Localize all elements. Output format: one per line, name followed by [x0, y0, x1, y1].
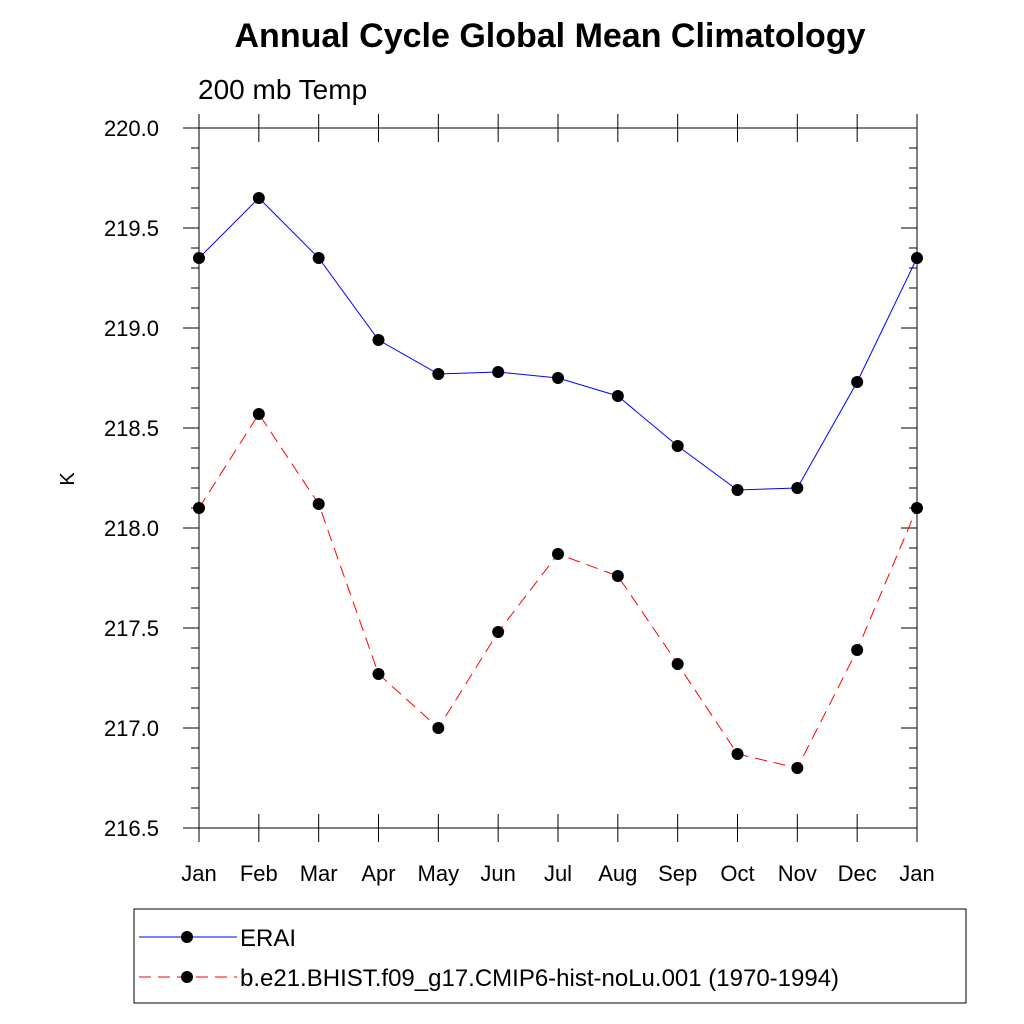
- data-point: [671, 440, 684, 452]
- data-point: [731, 748, 744, 760]
- legend: ERAI b.e21.BHIST.f09_g17.CMIP6-hist-noLu.…: [139, 925, 839, 992]
- y-tick-label: 218.0: [104, 516, 159, 541]
- x-tick-label: Nov: [778, 861, 817, 886]
- data-point: [611, 570, 624, 582]
- x-tick-label: Jan: [899, 861, 934, 886]
- x-tick-label: Sep: [658, 861, 697, 886]
- legend-box: [133, 908, 967, 1004]
- legend-label-1: ERAI: [240, 925, 296, 952]
- y-axis-label: K: [57, 472, 79, 486]
- x-tick-label: Aug: [598, 861, 637, 886]
- data-point: [252, 192, 265, 204]
- data-point: [492, 366, 505, 378]
- data-point: [432, 368, 445, 380]
- y-tick-label: 219.0: [104, 316, 159, 341]
- data-point: [432, 722, 445, 734]
- data-point: [851, 644, 864, 656]
- data-point: [312, 498, 325, 510]
- x-tick-label: Dec: [838, 861, 877, 886]
- y-tick-label: 218.5: [104, 416, 159, 441]
- chart-title: Annual Cycle Global Mean Climatology: [235, 17, 866, 55]
- legend-marker-1: [181, 931, 193, 943]
- x-tick-label: Apr: [361, 861, 395, 886]
- data-point: [552, 548, 564, 560]
- data-point: [671, 658, 684, 670]
- data-point: [911, 502, 923, 514]
- data-point: [911, 252, 923, 264]
- data-point: [791, 482, 804, 494]
- data-point: [851, 376, 864, 388]
- data-point: [731, 484, 744, 496]
- data-point: [193, 502, 205, 514]
- y-tick-label: 217.0: [104, 716, 159, 741]
- x-tick-label: Oct: [720, 861, 754, 886]
- x-tick-label: Mar: [300, 861, 338, 886]
- data-point: [492, 626, 505, 638]
- y-tick-label: 220.0: [104, 116, 159, 141]
- data-point: [312, 252, 325, 264]
- data-point: [372, 334, 385, 346]
- data-point: [791, 762, 804, 774]
- x-tick-label: Feb: [240, 861, 278, 886]
- x-tick-label: Jan: [181, 861, 216, 886]
- legend-label-2: b.e21.BHIST.f09_g17.CMIP6-hist-noLu.001 …: [240, 965, 839, 992]
- data-point: [372, 668, 385, 680]
- legend-marker-2: [181, 971, 193, 983]
- plot-frame: [198, 127, 918, 829]
- data-point: [193, 252, 205, 264]
- chart-subtitle: 200 mb Temp: [198, 74, 367, 105]
- y-tick-label: 216.5: [104, 816, 159, 841]
- x-tick-label: Jul: [544, 861, 572, 886]
- series-line-1: [198, 197, 918, 491]
- data-point: [252, 408, 265, 420]
- y-tick-label: 217.5: [104, 616, 159, 641]
- x-tick-label: Jun: [480, 861, 515, 886]
- x-tick-label: May: [418, 861, 460, 886]
- data-point: [552, 372, 564, 384]
- data-point: [611, 390, 624, 402]
- series-layer: [193, 192, 923, 774]
- y-tick-label: 219.5: [104, 216, 159, 241]
- ticks-layer: Jan Feb Mar Apr May Jun Jul Aug Sep Oct Nov Dec Jan 2…: [104, 114, 935, 886]
